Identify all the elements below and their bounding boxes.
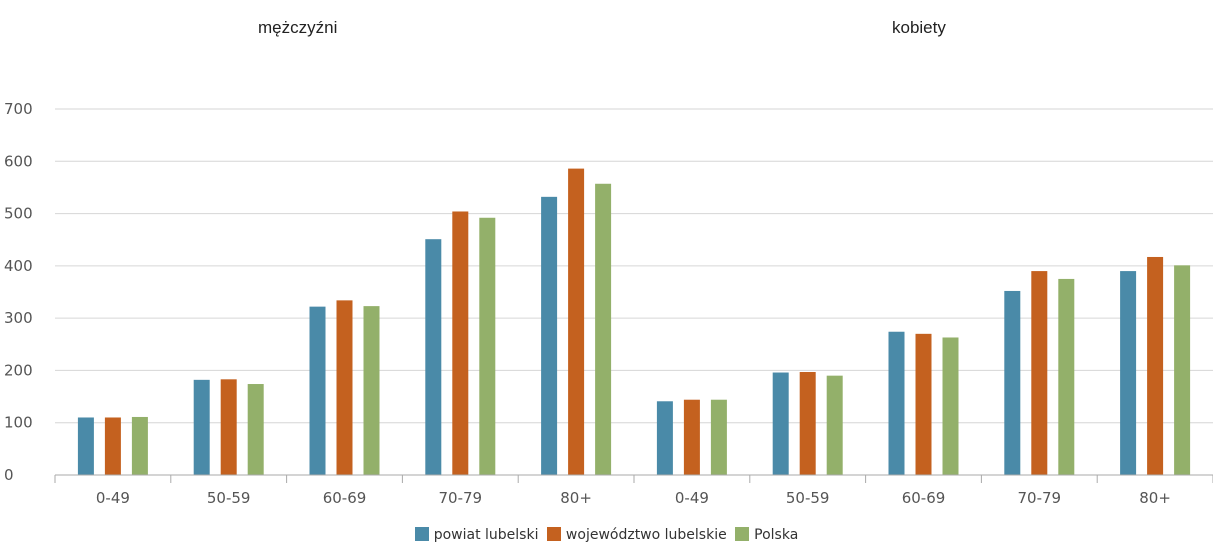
legend-label: powiat lubelski xyxy=(433,527,539,543)
legend: powiat lubelski województwo lubelskie Po… xyxy=(0,527,1213,543)
legend-swatch xyxy=(735,527,750,541)
bar[interactable] xyxy=(309,306,326,475)
bar[interactable] xyxy=(104,417,121,475)
bar[interactable] xyxy=(915,333,932,475)
bar[interactable] xyxy=(425,239,442,475)
bar[interactable] xyxy=(479,217,496,476)
bar[interactable] xyxy=(888,331,905,475)
x-tick-label: 50-59 xyxy=(786,489,830,507)
y-tick-label: 400 xyxy=(4,257,33,275)
bars xyxy=(77,168,1191,476)
x-tick-label: 80+ xyxy=(560,489,592,507)
legend-swatch xyxy=(414,527,429,541)
y-tick-label: 0 xyxy=(4,466,14,484)
y-tick-label: 600 xyxy=(4,152,33,170)
bar[interactable] xyxy=(452,211,469,476)
bar[interactable] xyxy=(683,399,700,475)
x-tick-label: 0-49 xyxy=(96,489,130,507)
legend-item-polska[interactable]: Polska xyxy=(735,527,798,543)
bar[interactable] xyxy=(1004,290,1021,475)
bar[interactable] xyxy=(710,399,727,475)
bar[interactable] xyxy=(568,168,585,475)
bar[interactable] xyxy=(1147,256,1164,475)
x-tick-label: 50-59 xyxy=(207,489,251,507)
x-tick-label: 0-49 xyxy=(675,489,709,507)
x-tick-label: 60-69 xyxy=(323,489,367,507)
bar[interactable] xyxy=(772,372,789,475)
x-tick-label: 70-79 xyxy=(439,489,483,507)
bar[interactable] xyxy=(220,379,237,475)
x-tick-label: 80+ xyxy=(1139,489,1171,507)
y-tick-label: 500 xyxy=(4,205,33,223)
bar-chart: 0 100 200 300 400 500 600 700 0-49 50-59 60-69 70-… xyxy=(4,100,1213,507)
legend-item-powiat[interactable]: powiat lubelski xyxy=(414,527,539,543)
bar[interactable] xyxy=(1058,278,1075,475)
bar[interactable] xyxy=(1031,271,1048,475)
bar[interactable] xyxy=(363,306,380,475)
x-axis: 0-49 50-59 60-69 70-79 80+ 0-49 50-59 60-69 70-7… xyxy=(54,474,1213,507)
legend-item-wojewodztwo[interactable]: województwo lubelskie xyxy=(546,527,727,543)
legend-label: Polska xyxy=(754,527,799,543)
bar[interactable] xyxy=(193,379,210,475)
group-title-women: kobiety xyxy=(892,18,946,37)
x-tick-label: 60-69 xyxy=(902,489,946,507)
bar[interactable] xyxy=(595,183,612,476)
x-tick-label: 70-79 xyxy=(1018,489,1062,507)
bar[interactable] xyxy=(1174,265,1191,475)
legend-swatch xyxy=(546,527,561,541)
bar[interactable] xyxy=(247,384,264,475)
bar[interactable] xyxy=(826,375,843,475)
y-tick-label: 300 xyxy=(4,309,33,327)
legend-label: województwo lubelskie xyxy=(565,527,727,543)
bar[interactable] xyxy=(1120,271,1137,475)
bar[interactable] xyxy=(541,196,558,475)
group-title-men: mężczyźni xyxy=(258,18,338,37)
y-tick-label: 200 xyxy=(4,361,33,379)
y-axis-ticks: 0 100 200 300 400 500 600 700 xyxy=(4,100,33,484)
bar[interactable] xyxy=(656,401,673,475)
bar[interactable] xyxy=(77,417,94,475)
bar[interactable] xyxy=(942,337,959,475)
y-tick-label: 100 xyxy=(4,414,33,432)
y-tick-label: 700 xyxy=(4,100,33,118)
bar[interactable] xyxy=(131,416,148,475)
bar[interactable] xyxy=(799,371,816,475)
bar[interactable] xyxy=(336,300,353,475)
